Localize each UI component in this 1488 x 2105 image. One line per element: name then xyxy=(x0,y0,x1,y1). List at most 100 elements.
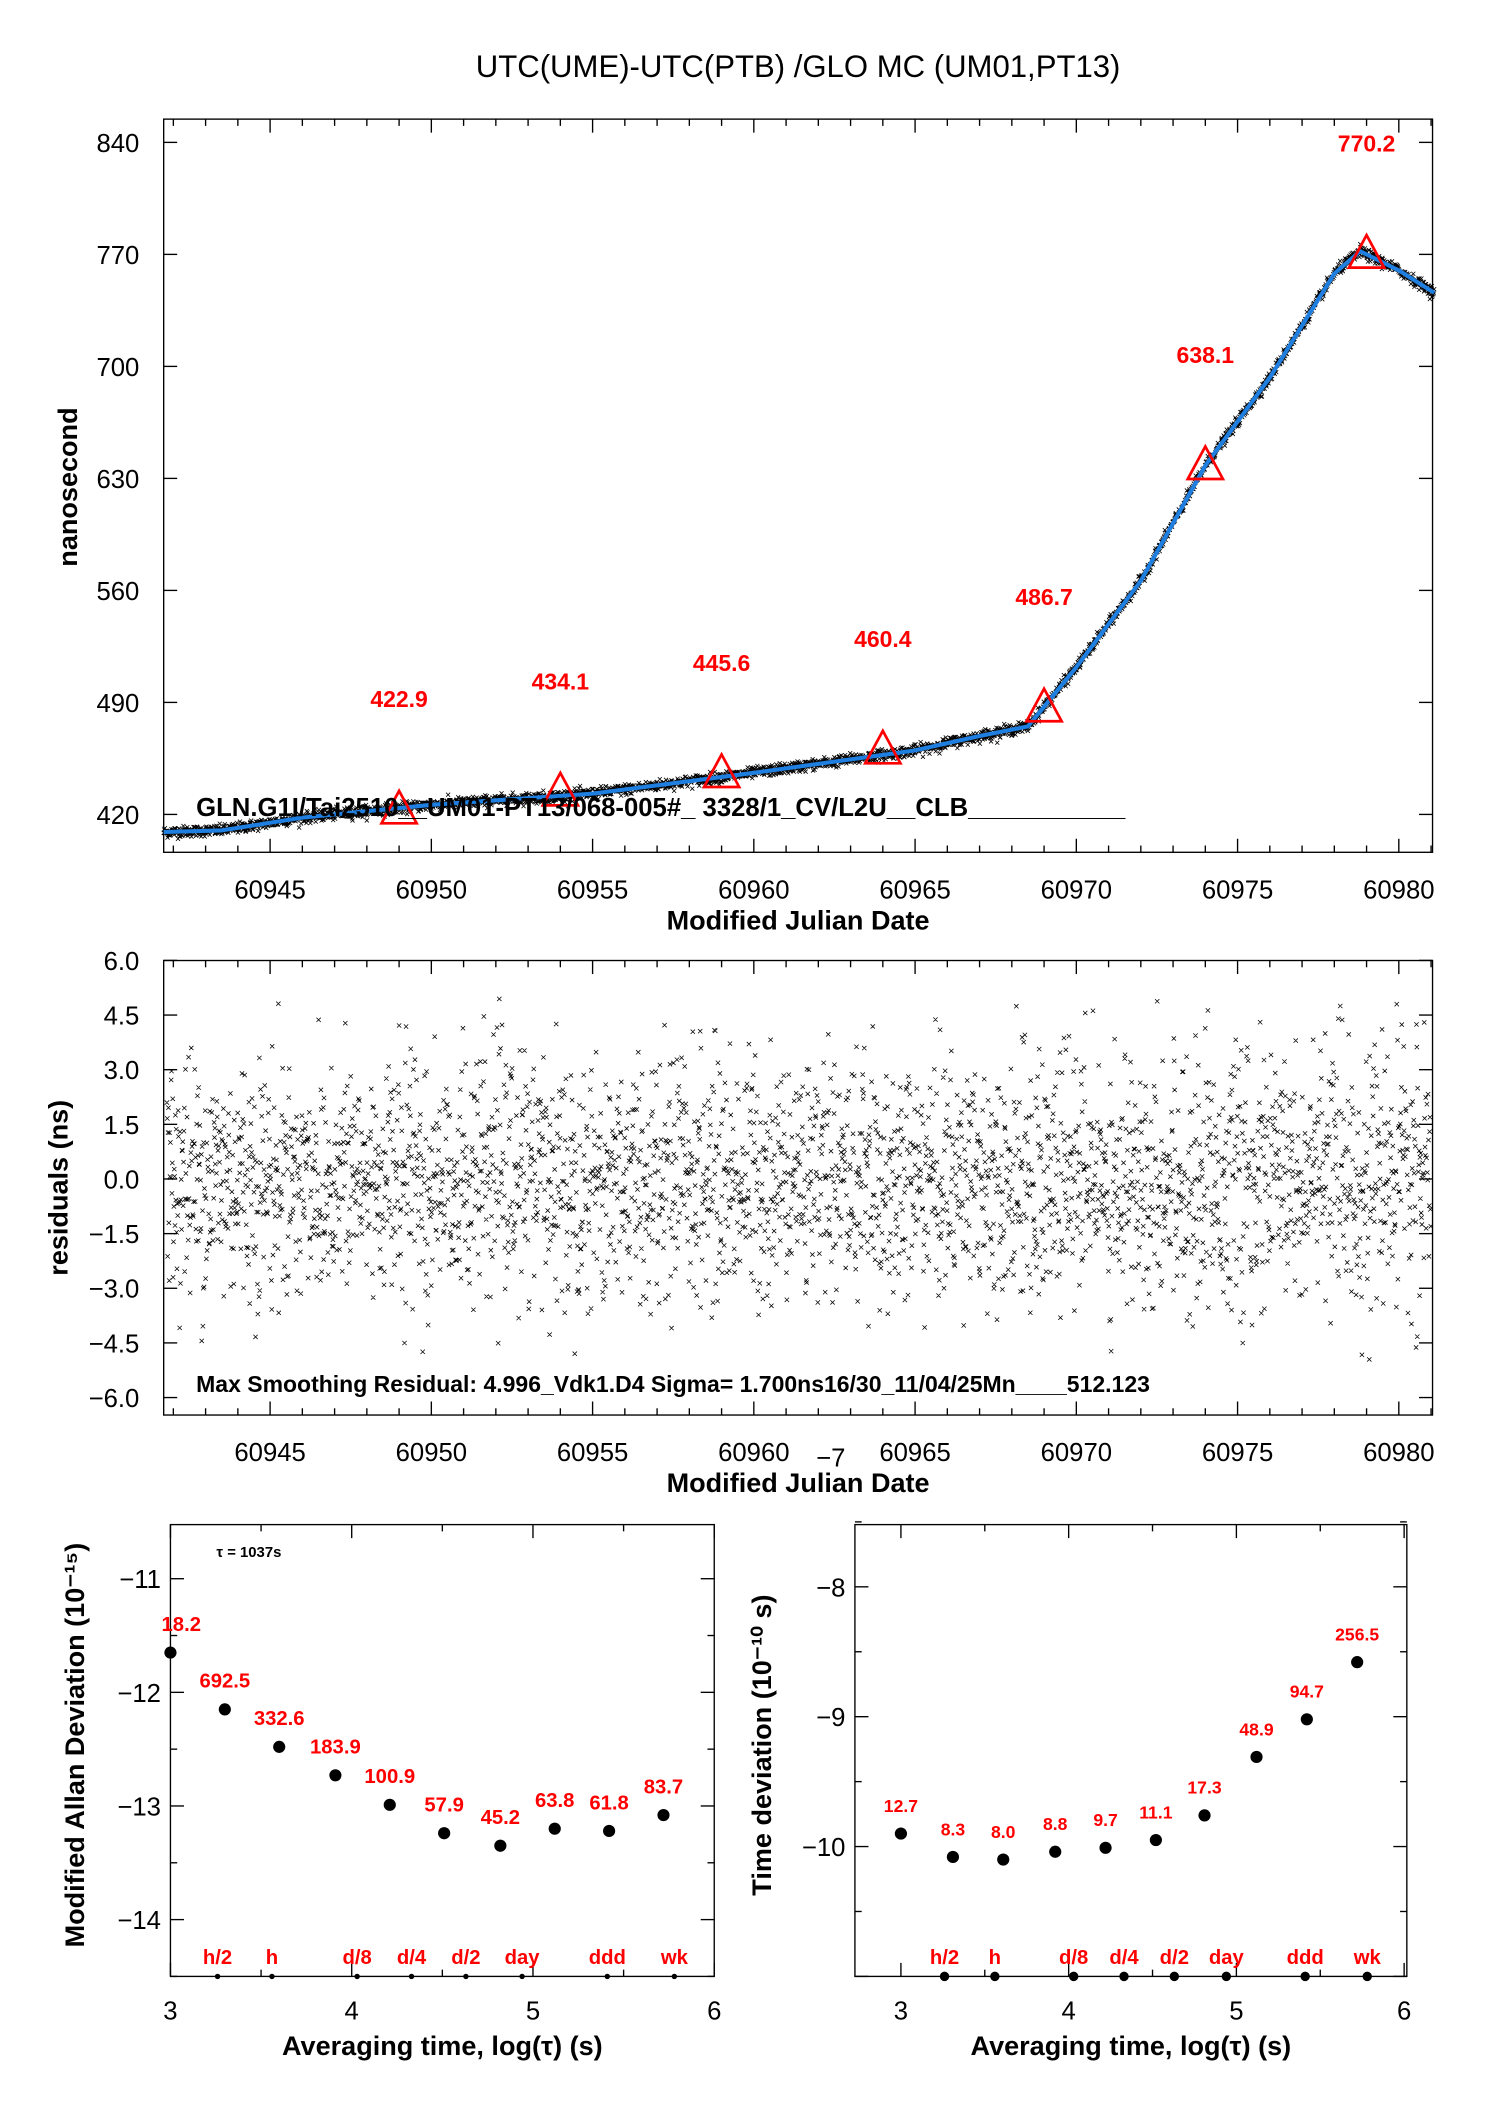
y-tick-label: −12 xyxy=(117,1680,161,1708)
point-label: 83.7 xyxy=(644,1776,683,1798)
stability-point xyxy=(164,1646,177,1659)
time-mark-dot xyxy=(1169,1971,1180,1982)
point-label: 100.9 xyxy=(364,1766,415,1788)
x-tick-label: 6 xyxy=(1397,1998,1411,2026)
y-tick-label: 490 xyxy=(96,690,139,718)
y-tick-label: −11 xyxy=(119,1566,161,1594)
time-mark-dot xyxy=(354,1973,360,1980)
point-label: 12.7 xyxy=(884,1796,918,1816)
point-label: 332.6 xyxy=(254,1708,305,1730)
x-tick-label: 60970 xyxy=(1041,1439,1112,1467)
x-tick-label: 60975 xyxy=(1202,876,1273,904)
x-tick-label: 60960 xyxy=(718,1439,789,1467)
time-mark-dot xyxy=(1221,1971,1232,1982)
time-mark-label: wk xyxy=(1353,1947,1382,1969)
y-axis-label: Time deviation (10⁻¹⁰ s) xyxy=(747,1595,777,1896)
time-mark-label: d/4 xyxy=(1109,1947,1139,1969)
x-tick-label: 60960 xyxy=(718,876,789,904)
y-axis-label: nanosecond xyxy=(53,407,83,566)
stability-point xyxy=(438,1827,451,1840)
marker-label: 486.7 xyxy=(1015,584,1073,610)
y-tick-label: −9 xyxy=(816,1704,845,1732)
plot-frame-residuals xyxy=(163,959,1434,1416)
stability-point xyxy=(548,1822,561,1835)
point-label: 63.8 xyxy=(535,1790,574,1812)
stability-point xyxy=(273,1740,286,1753)
x-tick-label: 5 xyxy=(526,1998,540,2026)
point-label: 48.9 xyxy=(1239,1719,1273,1739)
x-tick-label: 6 xyxy=(707,1998,721,2026)
stability-point xyxy=(383,1798,396,1811)
tau-note: τ = 1037s xyxy=(216,1545,281,1561)
time-mark-label: day xyxy=(505,1947,541,1969)
time-mark-label: d/4 xyxy=(397,1947,427,1969)
y-tick-label: 840 xyxy=(96,130,139,158)
time-mark-dot xyxy=(519,1973,525,1980)
stability-point xyxy=(1149,1833,1162,1847)
marker-label: 460.4 xyxy=(854,626,912,652)
point-label: 11.1 xyxy=(1139,1802,1172,1822)
x-axis-label: Averaging time, log(τ) (s) xyxy=(971,2031,1292,2061)
point-label: 9.7 xyxy=(1093,1810,1117,1830)
y-tick-label: −4.5 xyxy=(89,1330,140,1358)
stability-point xyxy=(1099,1841,1112,1854)
marker-triangle xyxy=(701,751,742,789)
y-tick-label: 420 xyxy=(96,802,139,830)
time-mark-label: d/8 xyxy=(342,1947,371,1969)
x-tick-label: 60945 xyxy=(234,876,305,904)
marker-triangle xyxy=(379,788,419,825)
y-tick-label: −14 xyxy=(117,1907,161,1935)
y-tick-label: −3.0 xyxy=(89,1276,140,1304)
x-tick-label: 5 xyxy=(1229,1998,1243,2026)
x-tick-label: 60965 xyxy=(879,1439,950,1467)
y-tick-label: 560 xyxy=(96,578,139,606)
time-mark-dot xyxy=(269,1973,275,1980)
x-tick-label: 60945 xyxy=(234,1439,305,1467)
time-mark-dot xyxy=(214,1973,221,1980)
time-mark-label: d/2 xyxy=(451,1947,480,1969)
stability-point xyxy=(329,1769,342,1782)
x-tick-label: 60950 xyxy=(396,1439,467,1467)
time-mark-dot xyxy=(1300,1971,1310,1982)
marker-label: 770.2 xyxy=(1338,131,1396,157)
stability-point xyxy=(1250,1750,1263,1764)
point-label: 8.3 xyxy=(941,1819,966,1839)
marker-triangle xyxy=(540,770,581,807)
y-tick-label: 0.0 xyxy=(104,1166,140,1194)
point-label: 61.8 xyxy=(589,1792,628,1814)
plot-frame-allan xyxy=(169,1523,715,1978)
plot-frame-tdev xyxy=(854,1523,1408,1978)
y-tick-label: −13 xyxy=(117,1793,161,1821)
fit-curve xyxy=(163,249,1436,835)
y-axis-label: residuals (ns) xyxy=(44,1100,74,1276)
y-tick-label: −1.5 xyxy=(89,1221,140,1249)
x-tick-label: 60965 xyxy=(879,876,950,904)
time-mark-dot xyxy=(1362,1971,1372,1982)
y-tick-label: 700 xyxy=(96,354,139,382)
y-tick-label: 630 xyxy=(96,466,139,494)
time-mark-label: ddd xyxy=(1287,1947,1324,1969)
time-mark-label: ddd xyxy=(589,1947,626,1969)
x-tick-label: 3 xyxy=(894,1998,908,2026)
x-tick-label: 4 xyxy=(1062,1998,1076,2026)
y-tick-label: −6.0 xyxy=(89,1385,140,1413)
stability-point xyxy=(494,1839,507,1852)
marker-triangle xyxy=(862,727,903,765)
chart-title: UTC(UME)-UTC(PTB) /GLO MC (UM01,PT13) xyxy=(476,49,1121,84)
time-mark-dot xyxy=(1119,1971,1129,1982)
time-mark-dot xyxy=(939,1971,950,1982)
y-tick-label: 3.0 xyxy=(104,1057,140,1085)
y-axis-label: Modified Allan Deviation (10⁻¹⁵) xyxy=(60,1543,90,1948)
time-mark-dot xyxy=(990,1971,1000,1982)
marker-triangle xyxy=(1346,232,1387,269)
x-tick-label: 60955 xyxy=(557,876,628,904)
stability-point xyxy=(1049,1845,1062,1858)
y-tick-label: 6.0 xyxy=(104,948,140,976)
marker-triangle xyxy=(1185,443,1226,481)
stability-point xyxy=(946,1850,960,1864)
time-mark-label: wk xyxy=(660,1947,689,1969)
x-tick-label: 60980 xyxy=(1363,876,1434,904)
point-label: 17.3 xyxy=(1187,1778,1221,1798)
x-tick-label: 60970 xyxy=(1041,876,1112,904)
x-axis-label: Averaging time, log(τ) (s) xyxy=(282,2031,603,2061)
